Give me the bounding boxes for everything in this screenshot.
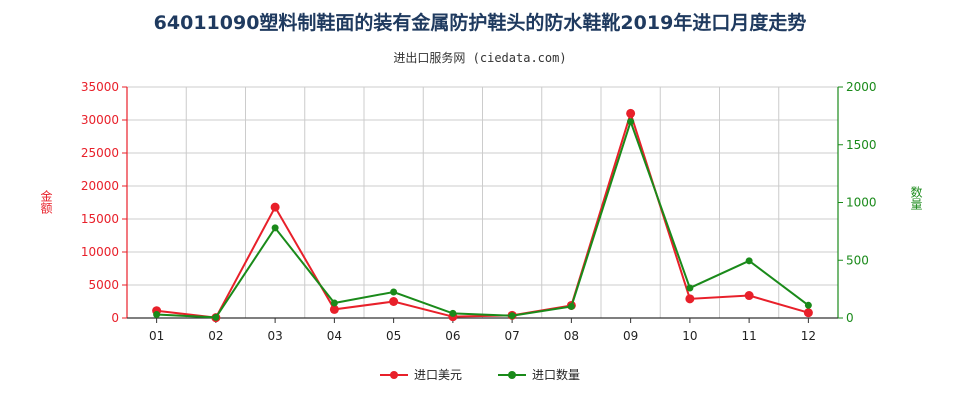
legend-label-amount: 进口美元: [413, 368, 462, 382]
data-point-quantity: [686, 284, 694, 292]
legend-item-amount[interactable]: 进口美元: [379, 366, 462, 383]
x-tick-label: 03: [267, 329, 282, 343]
legend-swatch-amount: [379, 369, 408, 381]
data-point-amount: [329, 304, 339, 314]
x-tick-label: 10: [682, 329, 697, 343]
data-point-amount: [626, 108, 636, 118]
legend-label-quantity: 进口数量: [532, 368, 581, 382]
y-left-tick-label: 10000: [81, 245, 119, 259]
data-point-amount: [744, 291, 754, 301]
x-tick-label: 07: [504, 329, 519, 343]
data-point-quantity: [745, 257, 753, 265]
series-line-quantity: [156, 118, 809, 319]
y-axis-left-label: 金额: [39, 190, 53, 214]
x-tick-label: 09: [623, 329, 638, 343]
y-right-tick-label: 0: [846, 311, 854, 325]
legend-swatch-quantity: [498, 369, 526, 381]
data-point-quantity: [804, 301, 812, 309]
data-point-amount: [685, 294, 695, 304]
data-point-quantity: [508, 312, 516, 320]
legend: 进口美元 进口数量: [0, 366, 960, 383]
y-left-tick-label: 5000: [88, 278, 119, 292]
data-point-amount: [389, 297, 399, 306]
y-right-tick-label: 1500: [846, 138, 877, 152]
data-point-quantity: [390, 288, 398, 296]
data-point-amount: [803, 308, 813, 318]
x-tick-label: 06: [445, 329, 460, 343]
data-point-quantity: [153, 311, 161, 319]
y-right-tick-label: 2000: [846, 80, 877, 94]
y-left-tick-label: 20000: [81, 179, 119, 193]
data-point-quantity: [330, 299, 338, 307]
series-line-amount: [156, 110, 809, 319]
y-left-tick-label: 15000: [81, 212, 119, 226]
x-tick-label: 05: [386, 329, 401, 343]
data-point-quantity: [567, 302, 575, 310]
data-point-quantity: [449, 309, 457, 317]
data-point-quantity: [212, 313, 220, 321]
y-left-tick-label: 35000: [81, 80, 119, 94]
data-point-quantity: [271, 224, 279, 232]
y-right-tick-label: 1000: [846, 196, 877, 210]
y-left-tick-label: 30000: [81, 113, 119, 127]
x-tick-label: 02: [208, 329, 223, 343]
y-right-tick-label: 500: [846, 253, 869, 267]
data-point-quantity: [627, 118, 635, 126]
x-tick-label: 04: [327, 329, 342, 343]
legend-item-quantity[interactable]: 进口数量: [498, 366, 580, 383]
y-left-tick-label: 25000: [81, 146, 119, 160]
data-point-amount: [270, 202, 280, 212]
x-tick-label: 08: [564, 329, 579, 343]
y-axis-right-label: 数量: [909, 186, 923, 210]
x-tick-label: 12: [801, 329, 816, 343]
x-tick-label: 01: [149, 329, 164, 343]
y-left-tick-label: 0: [111, 311, 119, 325]
x-tick-label: 11: [741, 329, 756, 343]
chart-title: 64011090塑料制鞋面的装有金属防护鞋头的防水鞋靴2019年进口月度走势: [153, 12, 807, 34]
chart-subtitle: 进出口服务网 (ciedata.com): [393, 51, 567, 65]
